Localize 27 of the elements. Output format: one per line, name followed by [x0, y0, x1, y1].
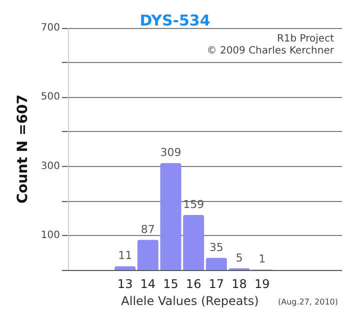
y-tick-label: 300	[40, 160, 60, 172]
data-label: 35	[209, 240, 224, 254]
x-tick-label: 17	[208, 277, 224, 291]
x-axis-title: Allele Values (Repeats)	[121, 294, 259, 308]
data-label: 11	[118, 249, 132, 262]
bar	[114, 266, 136, 270]
text: (Aug.27, 2010)	[278, 298, 338, 306]
annotation: R1b Project	[276, 34, 334, 44]
x-tick-label: 14	[140, 277, 156, 291]
data-label: 309	[160, 146, 182, 160]
x-tick-label: 16	[186, 277, 202, 291]
y-tick-label: 500	[40, 92, 60, 103]
data-label: 87	[140, 222, 155, 236]
x-tick-label: 15	[163, 277, 178, 291]
bar	[206, 258, 227, 270]
x-tick-label: 18	[232, 277, 247, 291]
bar	[183, 215, 204, 270]
y-tick-label: 100	[40, 230, 60, 241]
x-tick-label: 13	[117, 277, 133, 291]
data-label: 1	[258, 252, 266, 266]
annotation: © 2009 Charles Kerchner	[206, 46, 335, 56]
y-axis-title: Count N =607	[15, 94, 31, 204]
data-label: 159	[183, 198, 204, 212]
chart-title: DYS-534	[140, 12, 210, 30]
y-tick-label: 700	[40, 22, 60, 34]
x-tick-label: 19	[254, 277, 270, 291]
data-label: 5	[236, 251, 243, 264]
